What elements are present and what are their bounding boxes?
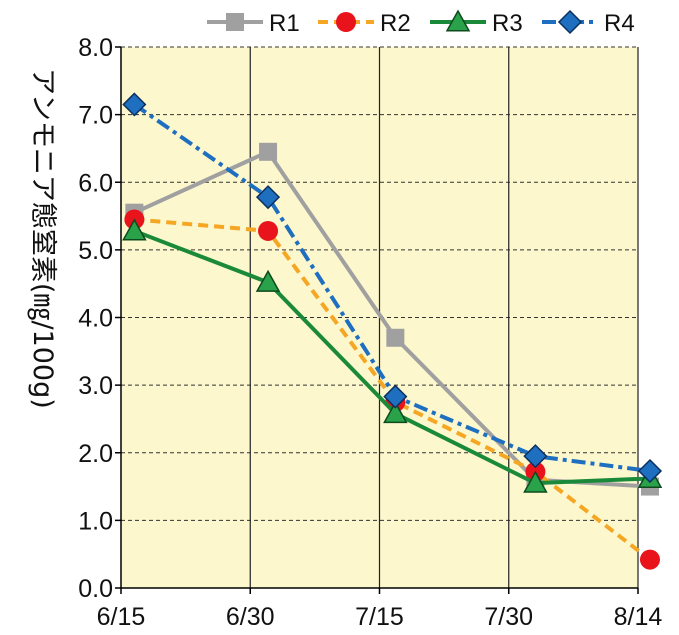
legend-marker bbox=[557, 9, 583, 35]
data-point bbox=[523, 444, 548, 469]
data-point bbox=[122, 92, 147, 117]
x-tick-label: 6/15 bbox=[97, 603, 146, 631]
data-point bbox=[639, 549, 660, 570]
data-point bbox=[258, 220, 279, 241]
data-point bbox=[383, 384, 408, 409]
legend-marker bbox=[226, 13, 244, 31]
x-tick-label: 7/15 bbox=[355, 603, 404, 631]
y-tick-label: 3.0 bbox=[78, 372, 113, 400]
data-point bbox=[255, 185, 281, 210]
y-tick-label: 8.0 bbox=[78, 34, 113, 62]
y-tick-label: 4.0 bbox=[78, 305, 113, 333]
data-point bbox=[523, 470, 548, 493]
legend-marker bbox=[336, 12, 356, 32]
legend-item-r2: R2 bbox=[318, 10, 411, 37]
y-tick-labels: 0.0 1.0 2.0 3.0 4.0 5.0 6.0 7.0 8.0 bbox=[78, 34, 121, 603]
y-tick-label: 7.0 bbox=[78, 102, 113, 130]
legend-label: R2 bbox=[380, 10, 411, 37]
legend-label: R4 bbox=[604, 10, 635, 37]
x-tick-label: 6/30 bbox=[226, 603, 275, 631]
legend-item-r1: R1 bbox=[207, 10, 300, 37]
x-tick-labels: 6/15 6/30 7/15 7/30 8/14 bbox=[97, 588, 663, 631]
legend-item-r4: R4 bbox=[542, 9, 635, 37]
y-tick-label: 1.0 bbox=[78, 507, 113, 535]
series-r4 bbox=[122, 92, 663, 484]
y-tick-label: 6.0 bbox=[78, 169, 113, 197]
data-point bbox=[383, 400, 408, 424]
data-point bbox=[122, 218, 147, 241]
y-tick-label: 2.0 bbox=[78, 440, 113, 468]
data-point bbox=[637, 458, 663, 484]
data-point bbox=[386, 328, 405, 347]
series-r2 bbox=[124, 209, 660, 570]
data-point bbox=[255, 269, 281, 292]
data-point bbox=[259, 142, 278, 161]
y-axis-label: アンモニア態窒素(㎎/100g) bbox=[27, 68, 58, 409]
legend-item-r3: R3 bbox=[430, 9, 523, 37]
x-tick-label: 8/14 bbox=[614, 603, 663, 631]
legend: R1 R2 R3 R4 bbox=[207, 9, 635, 37]
legend-marker bbox=[445, 9, 471, 32]
series-line bbox=[134, 217, 652, 562]
series-lines bbox=[122, 92, 663, 570]
series-r3 bbox=[122, 218, 663, 493]
y-tick-label: 5.0 bbox=[78, 237, 113, 265]
legend-label: R1 bbox=[269, 10, 300, 37]
legend-label: R3 bbox=[492, 10, 523, 37]
y-tick-label: 0.0 bbox=[78, 575, 113, 603]
x-tick-label: 7/30 bbox=[484, 603, 533, 631]
